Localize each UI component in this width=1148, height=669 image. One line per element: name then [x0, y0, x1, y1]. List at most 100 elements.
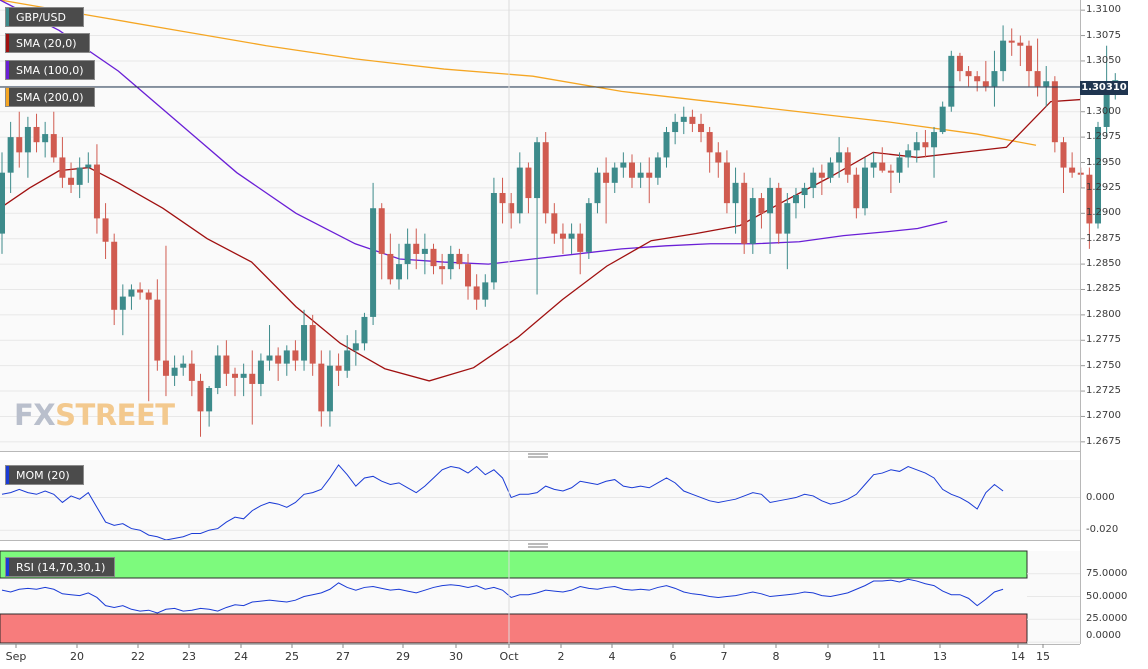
time-tick-label: 7 — [720, 650, 728, 663]
time-tick-label: 23 — [182, 650, 196, 663]
candle-down — [559, 233, 566, 239]
candle-down — [715, 152, 722, 163]
candle-down — [50, 134, 57, 158]
price-tick-label: 1.2875 — [1086, 232, 1121, 244]
momentum-tick-label: -0.020 — [1086, 524, 1119, 536]
time-tick-label: 24 — [234, 650, 248, 663]
candle-down — [974, 76, 981, 82]
candle-up — [870, 162, 877, 168]
momentum-swatch — [6, 466, 9, 484]
rsi-tick-label: 0.0000 — [1086, 630, 1121, 641]
time-tick-label: 13 — [933, 650, 947, 663]
sma-100-label[interactable]: SMA (100,0) — [5, 60, 95, 80]
candle-down — [1008, 40, 1015, 43]
candle-up — [991, 71, 998, 87]
candle-up — [905, 150, 912, 158]
candle-up — [42, 134, 49, 143]
candle-up — [611, 167, 618, 183]
sma-20-swatch — [6, 34, 9, 52]
candle-down — [137, 289, 144, 293]
candle-up — [76, 167, 83, 185]
candle-up — [370, 208, 377, 317]
candle-down — [439, 266, 446, 270]
sma-200-path — [0, 0, 1037, 146]
candle-down — [577, 233, 584, 252]
candle-down — [525, 167, 532, 199]
price-tick-label: 1.2975 — [1086, 131, 1121, 143]
current-price-tag: 1.30310 — [1080, 81, 1128, 95]
sma-200-label[interactable]: SMA (200,0) — [5, 87, 95, 107]
candle-down — [1034, 71, 1041, 87]
sma-200-label-text: SMA (200,0) — [16, 91, 84, 104]
candlestick-series — [0, 25, 1119, 437]
candle-down — [775, 187, 782, 234]
candle-down — [430, 248, 437, 267]
candle-up — [490, 192, 497, 283]
price-tick-label: 1.2925 — [1086, 181, 1121, 193]
time-tick-label: 14 — [1011, 650, 1025, 663]
candle-down — [758, 198, 765, 214]
candle-up — [620, 162, 627, 168]
candle-down — [706, 132, 713, 153]
price-tick-label: 1.2950 — [1086, 156, 1121, 168]
momentum-label-text: MOM (20) — [16, 469, 70, 482]
rsi-tick-label: 25.0000 — [1086, 613, 1128, 625]
candle-down — [154, 299, 161, 361]
candle-down — [1051, 81, 1058, 143]
candle-up — [948, 55, 955, 107]
candle-down — [818, 172, 825, 178]
sma-100-swatch — [6, 61, 9, 79]
candle-up — [240, 373, 247, 378]
candle-down — [162, 360, 169, 376]
symbol-label[interactable]: GBP/USD — [5, 7, 84, 27]
candle-down — [1069, 167, 1076, 173]
momentum-tick-label: 0.000 — [1086, 491, 1115, 503]
candle-up — [637, 172, 644, 178]
candle-up — [283, 350, 290, 364]
candle-up — [534, 142, 541, 199]
candle-down — [965, 71, 972, 77]
candle-down — [249, 373, 256, 384]
candle-up — [180, 363, 187, 368]
price-tick-label: 1.2725 — [1086, 385, 1121, 397]
price-tick-label: 1.2850 — [1086, 258, 1121, 270]
candle-up — [862, 167, 868, 209]
momentum-grid — [0, 497, 1080, 531]
candle-up — [801, 187, 808, 196]
mom-resize-handle[interactable] — [528, 453, 548, 458]
candle-up — [827, 162, 834, 178]
rsi-grid — [1027, 573, 1080, 643]
candle-down — [922, 142, 929, 148]
candle-up — [1103, 91, 1110, 127]
sma-20-label[interactable]: SMA (20,0) — [5, 33, 90, 53]
candle-down — [378, 208, 385, 254]
candle-up — [421, 248, 428, 254]
candle-down — [456, 253, 463, 265]
candle-up — [594, 172, 601, 204]
candle-up — [214, 355, 221, 389]
candle-down — [413, 243, 420, 254]
momentum-label[interactable]: MOM (20) — [5, 465, 84, 485]
candle-down — [1060, 142, 1067, 168]
candle-up — [352, 343, 359, 351]
candle-up — [301, 325, 308, 361]
momentum-path — [1, 464, 1004, 541]
candle-down — [33, 126, 40, 143]
time-tick-label: Oct — [499, 650, 519, 663]
candle-down — [16, 137, 23, 153]
candle-up — [482, 282, 489, 300]
rsi-resize-handle[interactable] — [528, 543, 548, 548]
candle-up — [326, 365, 333, 412]
candle-up — [767, 187, 774, 214]
candle-up — [119, 296, 126, 310]
candle-up — [749, 198, 756, 244]
price-tick-label: 1.3050 — [1086, 54, 1121, 66]
candle-down — [887, 170, 894, 173]
x-tick-marks — [15, 0, 1044, 648]
rsi-label[interactable]: RSI (14,70,30,1) — [5, 557, 115, 577]
fxstreet-logo: FXSTREET — [14, 398, 175, 432]
candle-up — [344, 350, 351, 371]
candle-down — [551, 213, 558, 234]
candle-up — [266, 355, 273, 361]
